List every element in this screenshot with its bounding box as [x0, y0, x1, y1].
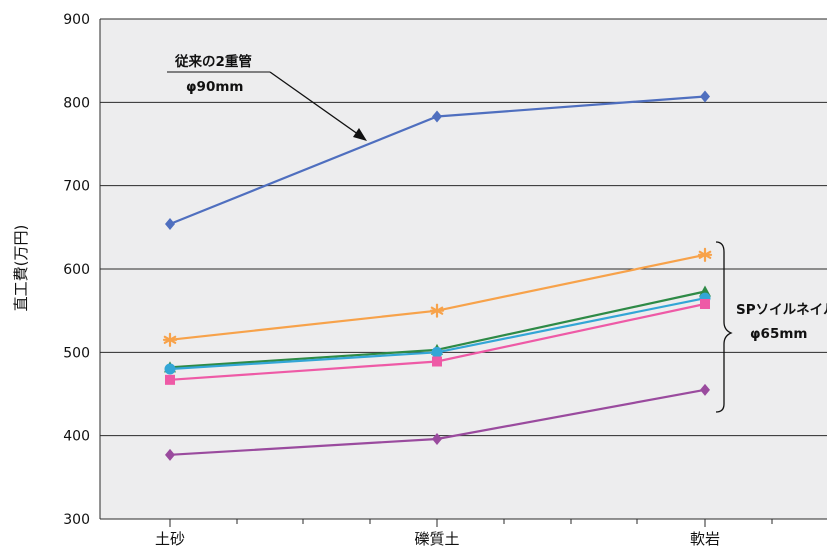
- series: [162, 90, 713, 461]
- marker-square: [432, 356, 442, 367]
- y-tick-label: 700: [63, 179, 90, 195]
- annotations: 従来の2重管 φ90mm SPソイルネイル φ65mm: [167, 53, 827, 413]
- grid: [100, 18, 827, 520]
- annotation-sp-diameter: φ65mm: [750, 326, 807, 342]
- marker-asterisk: [162, 332, 178, 347]
- y-tick-label: 500: [63, 345, 90, 361]
- y-tick-label: 800: [63, 95, 90, 111]
- marker-diamond: [165, 448, 175, 461]
- marker-circle: [431, 346, 443, 358]
- marker-diamond: [700, 383, 710, 396]
- marker-asterisk: [697, 247, 713, 262]
- axes: 300 400 500 600 700 800 900 土砂 礫質土 軟岩: [63, 12, 773, 548]
- marker-diamond: [700, 90, 710, 103]
- marker-circle: [164, 363, 176, 375]
- y-tick-label: 300: [63, 512, 90, 528]
- annotation-brace: [715, 241, 733, 413]
- x-tick-label: 軟岩: [690, 530, 720, 547]
- marker-asterisk: [429, 303, 445, 318]
- annotation-conventional-diameter: φ90mm: [186, 79, 243, 95]
- marker-square: [165, 374, 175, 385]
- marker-diamond: [432, 433, 442, 445]
- annotation-conventional-arrow: [269, 71, 363, 138]
- annotation-arrowhead: [353, 128, 367, 141]
- annotation-conventional-label: 従来の2重管: [174, 53, 252, 70]
- y-tick-label: 400: [63, 429, 90, 445]
- x-tick-label: 礫質土: [414, 530, 459, 547]
- y-axis-title: 直工費(万円): [12, 225, 30, 312]
- marker-diamond: [165, 218, 175, 230]
- marker-square: [700, 299, 710, 309]
- annotation-sp-label: SPソイルネイル: [736, 302, 827, 318]
- x-tick-label: 土砂: [155, 530, 185, 547]
- marker-diamond: [432, 110, 442, 123]
- y-tick-label: 900: [63, 12, 90, 28]
- y-tick-label: 600: [63, 262, 90, 278]
